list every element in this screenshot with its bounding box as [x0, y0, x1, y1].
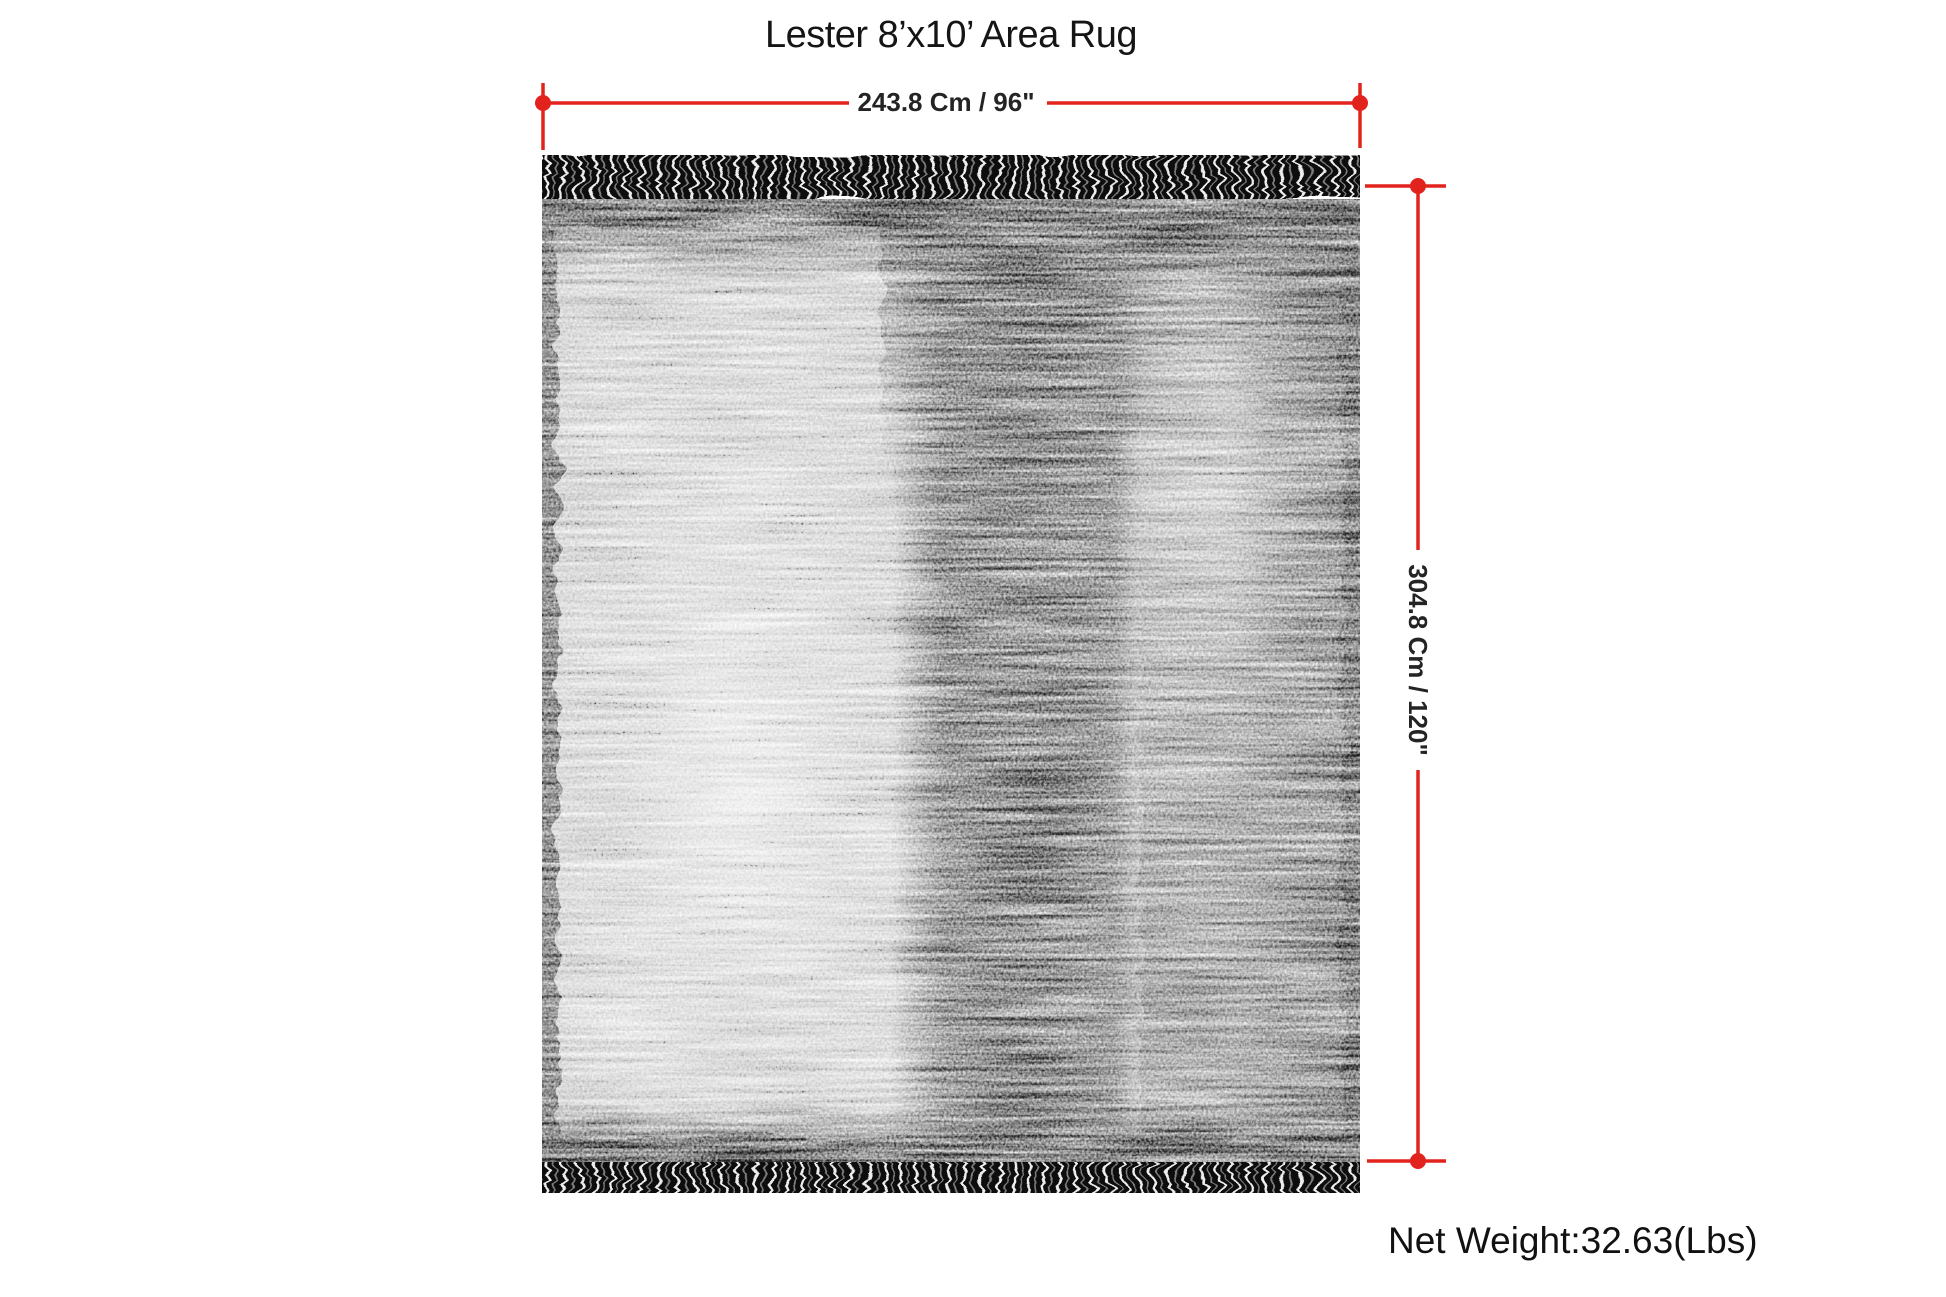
- rug-image: [542, 155, 1360, 1193]
- height-dimension-label: 304.8 Cm / 120": [1403, 564, 1433, 756]
- dimension-endpoint-dot: [1410, 1153, 1426, 1169]
- width-dimension-label: 243.8 Cm / 96": [857, 87, 1035, 117]
- dimension-endpoint-dot: [1410, 178, 1426, 194]
- dimension-endpoint-dot: [1352, 95, 1368, 111]
- net-weight-label: Net Weight:32.63(Lbs): [1388, 1220, 1758, 1261]
- rug-bottom-fringe: [542, 1162, 1360, 1193]
- page-title: Lester 8’x10’ Area Rug: [764, 14, 1138, 56]
- dimension-endpoint-dot: [535, 95, 551, 111]
- rug-body: [542, 199, 1360, 1162]
- rug-top-fringe: [542, 155, 1360, 199]
